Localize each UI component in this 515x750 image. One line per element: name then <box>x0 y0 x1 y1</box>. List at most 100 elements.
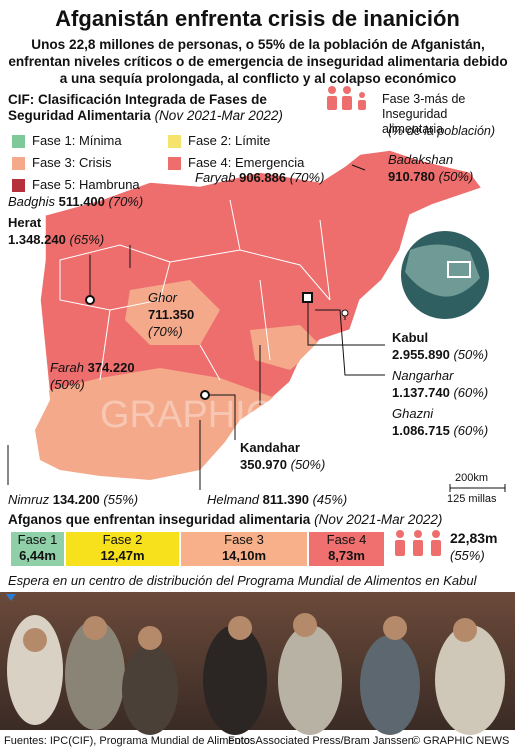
scale-miles: 125 millas <box>447 493 497 505</box>
province-value: 511.400 <box>58 194 105 209</box>
province-pct: (60%) <box>453 385 489 400</box>
title: Afganistán enfrenta crisis de inanición <box>55 6 460 31</box>
legend-swatch <box>168 135 181 148</box>
province-label: 350.970 (50%) <box>240 457 325 473</box>
province-name: Ghazni <box>392 406 434 421</box>
legend-swatch <box>12 179 25 192</box>
province-pct: (65%) <box>69 232 105 247</box>
province-pct: (70%) <box>289 170 325 185</box>
photo-credit: Foto: Associated Press/Bram Janssen <box>228 735 414 747</box>
province-value: 711.350 <box>148 307 195 322</box>
watermark: GRAPHIC NEWS <box>100 394 398 436</box>
phase-label: Fase 1 <box>17 532 58 547</box>
legend-period: (Nov 2021-Mar 2022) <box>154 108 283 123</box>
province-pct: (50%) <box>290 457 326 472</box>
people-icons <box>327 86 441 556</box>
summary-period: (Nov 2021-Mar 2022) <box>314 512 443 527</box>
province-value: 134.200 <box>52 492 100 507</box>
province-label: (70%) <box>148 324 183 340</box>
province-label: Ghor <box>148 290 177 306</box>
key-note: (% de la población) <box>388 124 496 138</box>
legend-title-text: CIF: Clasificación Integrada de Fases de… <box>8 92 267 123</box>
photo <box>0 592 515 735</box>
phase-value: 6,44m <box>19 548 56 563</box>
legend-label: Fase 1: Mínima <box>32 133 122 148</box>
province-name: Herat <box>8 215 42 230</box>
province-label: Nangarhar <box>392 368 453 384</box>
province-name: Badghis <box>8 194 55 209</box>
province-value: 1.137.740 <box>392 385 450 400</box>
province-label: (50%) <box>50 377 85 393</box>
province-label: 1.348.240 (65%) <box>8 232 104 248</box>
phase-box: Fase 3 14,10m <box>180 531 308 567</box>
province-label: Farah 374.220 <box>50 360 135 376</box>
sources: Fuentes: IPC(CIF), Programa Mundial de A… <box>4 735 256 747</box>
province-name: Kabul <box>392 330 429 345</box>
province-label: 1.137.740 (60%) <box>392 385 488 401</box>
province-label: Badakshan <box>388 152 453 168</box>
province-label: Nimruz 134.200 (55%) <box>8 492 138 508</box>
total-value: 22,83m <box>450 530 498 546</box>
province-label: Badghis 511.400 (70%) <box>8 194 143 210</box>
province-value: 910.780 <box>388 169 435 184</box>
province-value: 374.220 <box>87 360 135 375</box>
province-label: 711.350 <box>148 307 194 323</box>
summary-title-text: Afganos que enfrentan inseguridad alimen… <box>8 512 311 527</box>
legend-label: Fase 5: Hambruna <box>32 177 140 192</box>
province-name: Faryab <box>195 170 236 185</box>
legend-label: Fase 2: Límite <box>188 133 271 148</box>
province-pct: (60%) <box>453 423 489 438</box>
province-value: 1.348.240 <box>8 232 66 247</box>
subtitle: Unos 22,8 millones de personas, o 55% de… <box>8 37 508 86</box>
scale-bar <box>449 484 506 492</box>
province-name: Farah <box>50 360 84 375</box>
province-name: Nangarhar <box>392 368 454 383</box>
total-pct: (55%) <box>450 548 485 563</box>
legend-label: Fase 3: Crisis <box>32 155 112 170</box>
phase-box: Fase 4 8,73m <box>308 531 385 567</box>
phase-label: Fase 4 <box>326 532 367 547</box>
province-name: Kandahar <box>240 440 300 455</box>
phase-value: 14,10m <box>221 548 267 563</box>
province-pct: (70%) <box>108 194 144 209</box>
province-pct: (45%) <box>312 492 348 507</box>
province-name: Helmand <box>207 492 260 507</box>
credit: © GRAPHIC NEWS <box>412 735 510 747</box>
phase-value: 8,73m <box>328 548 365 563</box>
phase-label: Fase 2 <box>102 532 143 547</box>
province-pct: (50%) <box>50 377 85 392</box>
legend-swatch <box>12 157 25 170</box>
province-label: Herat <box>8 215 41 231</box>
legend-label: Fase 4: Emergencia <box>188 155 305 170</box>
globe-inset <box>399 229 491 321</box>
province-pct: (50%) <box>438 169 474 184</box>
province-value: 1.086.715 <box>392 423 450 438</box>
province-pct: (50%) <box>453 347 489 362</box>
province-value: 350.970 <box>240 457 287 472</box>
province-value: 2.955.890 <box>392 347 450 362</box>
province-label: Helmand 811.390 (45%) <box>207 492 347 508</box>
province-pct: (55%) <box>103 492 139 507</box>
summary-title: Afganos que enfrentan inseguridad alimen… <box>8 512 442 528</box>
province-label: Ghazni <box>392 406 433 422</box>
province-label: Kandahar <box>240 440 300 456</box>
legend-swatch <box>168 157 181 170</box>
province-label: Faryab 906.886 (70%) <box>195 170 324 186</box>
province-name: Nimruz <box>8 492 50 507</box>
province-pct: (70%) <box>148 324 183 339</box>
province-value: 906.886 <box>239 170 287 185</box>
leader-lines <box>7 164 385 490</box>
legend-title: CIF: Clasificación Integrada de Fases de… <box>8 92 308 124</box>
province-name: Ghor <box>148 290 177 305</box>
scale-km: 200km <box>455 472 489 484</box>
phase-box: Fase 1 6,44m <box>10 531 65 567</box>
photo-caption: Espera en un centro de distribución del … <box>8 573 477 588</box>
province-label: 2.955.890 (50%) <box>392 347 488 363</box>
legend-swatch <box>12 135 25 148</box>
phase-box: Fase 2 12,47m <box>65 531 180 567</box>
province-name: Badakshan <box>388 152 454 167</box>
province-value: 811.390 <box>262 492 309 507</box>
province-label: 910.780 (50%) <box>388 169 473 185</box>
